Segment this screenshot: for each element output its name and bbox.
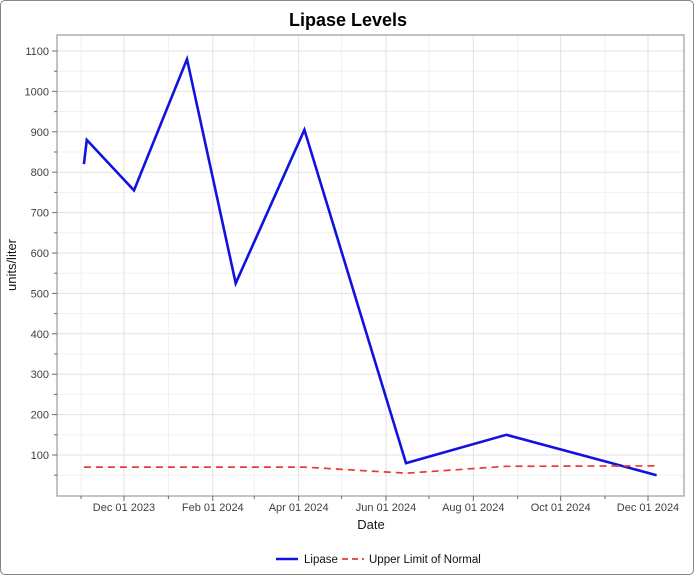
y-tick-label: 500 — [31, 288, 49, 300]
y-tick-label: 200 — [31, 410, 49, 422]
x-tick-label: Feb 01 2024 — [182, 502, 244, 514]
x-tick-label: Jun 01 2024 — [356, 502, 417, 514]
axis-ticks — [52, 50, 649, 501]
series-line-upper-limit-of-normal — [83, 465, 657, 475]
x-tick-label: Dec 01 2024 — [617, 502, 679, 514]
panel-border — [56, 34, 685, 497]
x-tick-label: Dec 01 2023 — [93, 502, 155, 514]
x-tick-label: Oct 01 2024 — [531, 502, 591, 514]
y-tick-label: 1000 — [25, 86, 49, 98]
y-tick-label: 400 — [31, 329, 49, 341]
y-tick-label: 900 — [31, 127, 49, 139]
y-tick-label: 700 — [31, 208, 49, 220]
x-tick-label: Apr 01 2024 — [269, 502, 329, 514]
legend-label-lipase: Lipase — [304, 554, 338, 566]
y-axis-label: units/liter — [4, 238, 19, 291]
series-lines — [82, 54, 657, 477]
plot-panel — [57, 35, 684, 496]
x-axis-label: Date — [357, 517, 384, 532]
gridlines — [57, 35, 684, 496]
y-tick-label: 100 — [31, 450, 49, 462]
tick-labels: 100 200 300 400 500 600 700 800 900 1000 1100 Dec 0… — [25, 46, 680, 514]
series-line-lipase — [82, 54, 657, 477]
chart-title: Lipase Levels — [289, 10, 407, 30]
legend-label-upper-limit: Upper Limit of Normal — [369, 554, 481, 566]
y-tick-label: 300 — [31, 369, 49, 381]
y-tick-label: 800 — [31, 167, 49, 179]
y-tick-label: 600 — [31, 248, 49, 260]
legend: Lipase Upper Limit of Normal — [276, 554, 481, 566]
y-tick-label: 1100 — [25, 46, 49, 58]
x-tick-label: Aug 01 2024 — [442, 502, 504, 514]
